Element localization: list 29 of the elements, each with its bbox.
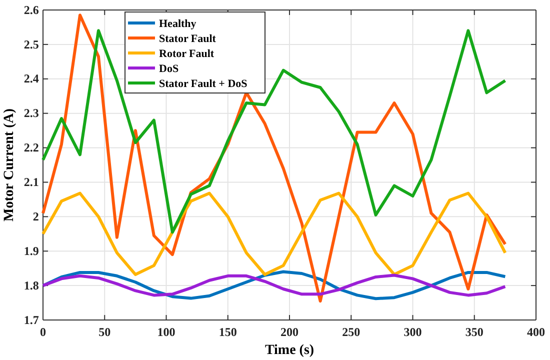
x-tick-label: 100 <box>157 325 176 340</box>
y-tick-label: 2.5 <box>24 37 39 52</box>
legend-label: Healthy <box>159 18 197 30</box>
x-axis-title: Time (s) <box>264 343 314 358</box>
x-tick-label: 250 <box>342 325 360 340</box>
x-tick-label: 50 <box>98 325 111 340</box>
y-tick-label: 2 <box>32 210 39 224</box>
y-tick-label: 1.8 <box>24 278 39 292</box>
y-tick-label: 2.4 <box>24 72 39 86</box>
x-tick-label: 150 <box>218 325 237 340</box>
line-series <box>42 14 507 303</box>
y-axis-title: Motor Current (A) <box>2 108 17 222</box>
x-tick-label: 200 <box>280 325 298 340</box>
legend-label: DoS <box>159 63 179 75</box>
legend-label: Stator Fault + DoS <box>159 78 248 90</box>
legend-label: Rotor Fault <box>159 48 214 60</box>
x-tick-label: 300 <box>404 325 422 340</box>
line-series <box>42 29 507 234</box>
y-tick-label: 2.1 <box>24 175 39 190</box>
x-tick-label: 400 <box>527 325 545 340</box>
y-tick-label: 1.9 <box>24 244 39 258</box>
x-tick-label: 0 <box>40 325 46 340</box>
x-tick-label: 350 <box>465 325 484 340</box>
line-series <box>42 192 507 276</box>
y-tick-label: 2.2 <box>24 140 39 155</box>
y-tick-label: 2.3 <box>24 106 39 120</box>
legend-label: Stator Fault <box>159 33 216 45</box>
y-tick-label: 2.6 <box>24 2 39 17</box>
y-tick-label: 1.7 <box>24 312 39 327</box>
